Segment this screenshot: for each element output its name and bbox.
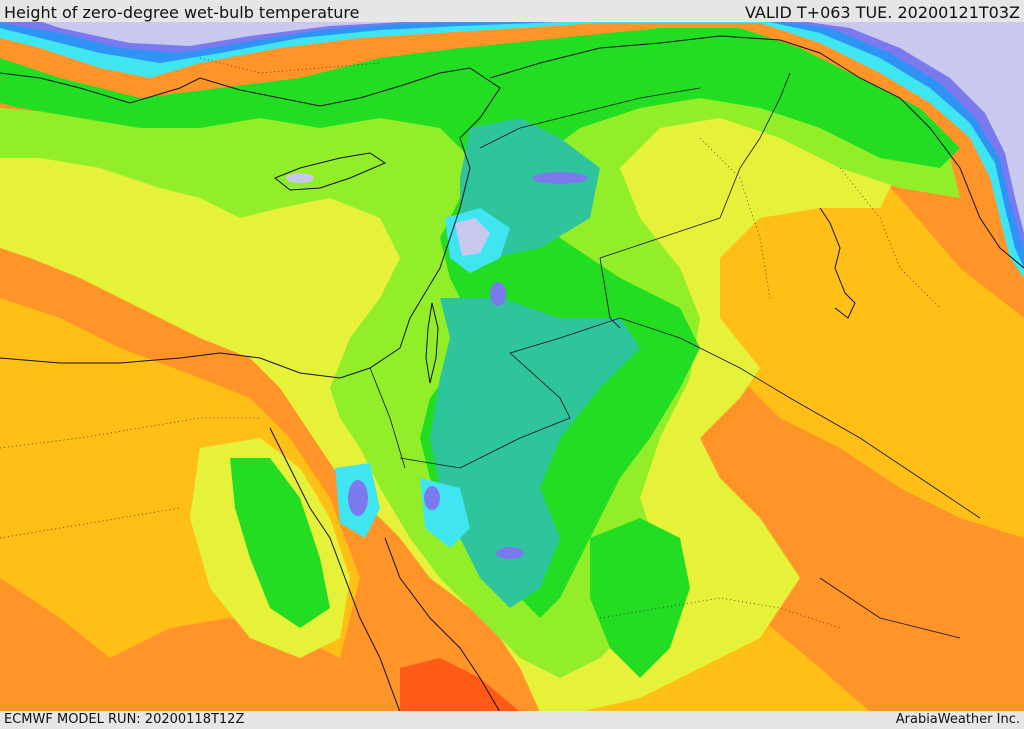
admin-lines xyxy=(0,57,941,629)
coast-caspian xyxy=(819,207,856,319)
footer-bar: ECMWF MODEL RUN: 20200118T12Z ArabiaWeat… xyxy=(0,711,1024,729)
coast-red-sea-west xyxy=(269,427,401,712)
field-green-sinai xyxy=(230,458,330,628)
borders xyxy=(369,72,981,639)
border-syria-iraq xyxy=(599,217,721,259)
border-saudi-north xyxy=(509,317,981,519)
border-jordan-iraq xyxy=(599,257,621,329)
field-lowest-saudi xyxy=(496,547,524,559)
field-lowest xyxy=(30,18,640,46)
admin-turkey xyxy=(199,57,381,74)
field-lowest-golan xyxy=(490,282,506,306)
admin-saudi xyxy=(599,597,841,629)
border-sinai xyxy=(369,367,406,469)
coast-cyprus xyxy=(274,152,387,191)
border-jordan-saudi xyxy=(399,352,571,469)
coast-egypt xyxy=(0,347,401,379)
field-green-saudi xyxy=(590,518,690,678)
coast-red-sea-east xyxy=(384,537,501,712)
border-syria-turkey xyxy=(479,87,701,149)
field-gold-west xyxy=(0,398,120,588)
coast-turkey xyxy=(0,67,501,209)
field-lowest-aqaba xyxy=(424,486,440,510)
border-saudi-yemen xyxy=(819,577,961,639)
field-lowest-cyprus xyxy=(286,173,314,183)
coastlines xyxy=(0,35,1024,712)
coast-dead-sea xyxy=(425,302,439,384)
field-lowest-lebanon xyxy=(455,218,490,256)
field-teal xyxy=(430,298,640,608)
admin-egypt-2 xyxy=(0,507,181,539)
coast-black-sea xyxy=(489,35,1024,269)
field-lowest-sinai xyxy=(348,480,368,516)
valid-time: VALID T+063 TUE. 20200121T03Z xyxy=(744,3,1020,22)
map-title: Height of zero-degree wet-bulb temperatu… xyxy=(4,3,360,22)
border-iraq-iran xyxy=(719,72,791,219)
header-bar: Height of zero-degree wet-bulb temperatu… xyxy=(0,0,1024,22)
field-lowest-ne xyxy=(780,18,1024,233)
credit: ArabiaWeather Inc. xyxy=(895,712,1020,727)
admin-iraq xyxy=(699,137,771,299)
field-lowest-jordan xyxy=(532,172,588,184)
model-run: ECMWF MODEL RUN: 20200118T12Z xyxy=(4,712,245,727)
field-red-orange xyxy=(400,658,520,712)
coast-levant xyxy=(399,207,461,349)
admin-iran xyxy=(839,167,941,309)
map-canvas xyxy=(0,18,1024,712)
